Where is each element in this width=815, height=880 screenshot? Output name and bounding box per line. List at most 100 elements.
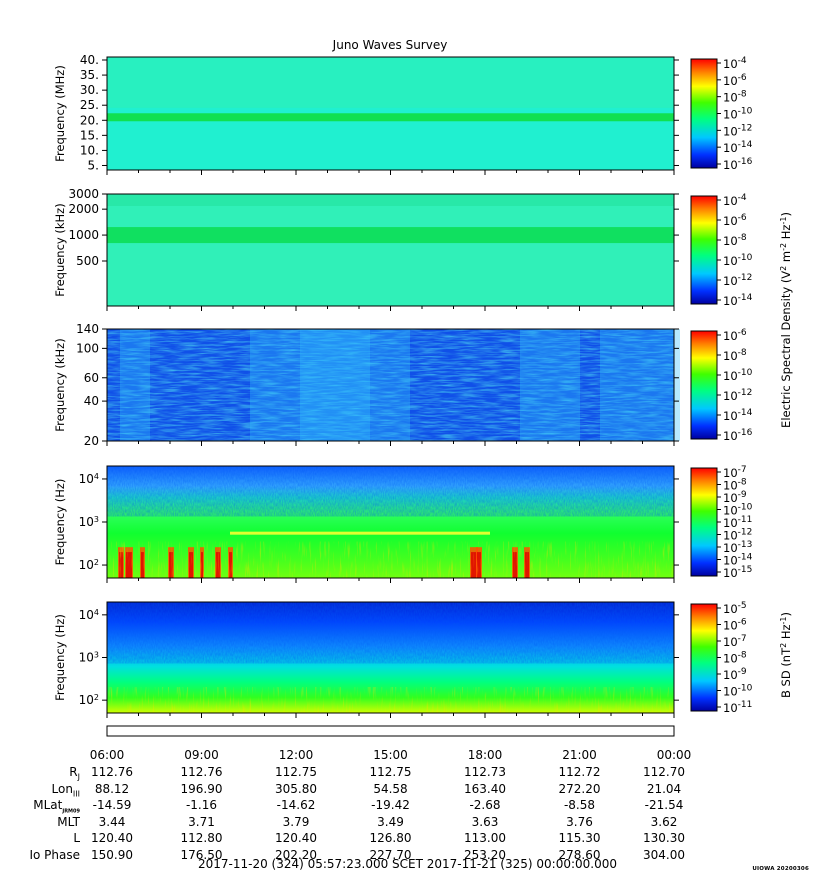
svg-text:Electric Spectral Density (V2: Electric Spectral Density (V2 m-2 Hz-1) <box>779 212 794 428</box>
colorbar-tick-label: 10-13 <box>723 540 752 555</box>
colorbar-label-bsd: B SD (nT2 Hz-1) <box>779 612 794 698</box>
ephemeris-value: 112.73 <box>464 765 506 779</box>
colorbar-tick-label: 10-14 <box>723 553 753 568</box>
time-tick-label: 15:00 <box>373 748 408 762</box>
y-tick-label: 104 <box>79 471 99 486</box>
ephemeris-value: 112.70 <box>643 765 685 779</box>
spectrogram-panel-1: 40.35.30.25.20.15.10.5. Frequency (MHz) 10… <box>53 53 753 175</box>
ephemeris-value: 126.80 <box>369 831 412 845</box>
ephemeris-row-label: L <box>73 831 80 845</box>
ephemeris-row-label: Io Phase <box>29 847 80 862</box>
y-tick-label: 60 <box>84 371 99 385</box>
colorbar-tick-label: 10-8 <box>723 233 747 248</box>
ephemeris-row-label: MLT <box>57 814 80 829</box>
colorbar-3: 10-6 10-8 10-10 10-12 10-14 10-16 <box>690 328 753 443</box>
ephemeris-value: 120.40 <box>275 831 317 845</box>
colorbar-tick-label: 10-4 <box>723 193 747 208</box>
colorbar-tick-label: 10-15 <box>723 565 752 580</box>
ephemeris-value: -14.59 <box>92 798 132 812</box>
y-tick-label: 102 <box>79 693 99 708</box>
ephemeris-value: 120.40 <box>91 831 133 845</box>
spectrogram-panel-3: 140 100 60 40 20 Frequency (kHz) 10-6 10-8 10-10… <box>53 322 753 448</box>
emission-band <box>107 227 674 244</box>
y-tick-label: 5. <box>88 158 99 172</box>
y-axis-label: Frequency (Hz) <box>53 614 67 701</box>
colorbar-tick-label: 10-6 <box>723 213 747 228</box>
time-tick-label: 09:00 <box>184 748 219 762</box>
ephemeris-row-label: MLatJRM09 <box>33 798 80 815</box>
y-axis-label: Frequency (kHz) <box>53 203 67 296</box>
y-tick-label: 30. <box>80 83 99 97</box>
y-tick-label: 2000 <box>68 202 99 216</box>
colorbar-tick-label: 10-7 <box>723 465 747 480</box>
ephemeris-value: 54.58 <box>373 781 408 796</box>
y-tick-label: 500 <box>76 254 99 268</box>
colorbar-tick-label: 10-16 <box>723 428 753 443</box>
ephemeris-value: 113.00 <box>464 831 506 845</box>
time-tick-label: 21:00 <box>562 748 597 762</box>
y-tick-label: 35. <box>80 68 99 82</box>
ephemeris-value: 163.40 <box>464 781 506 796</box>
y-tick-label: 103 <box>79 650 99 665</box>
y-tick-label: 40 <box>84 394 99 408</box>
ephemeris-value: 3.63 <box>471 814 499 829</box>
colorbar-tick-label: 10-6 <box>723 618 747 633</box>
y-tick-label: 104 <box>79 607 99 622</box>
y-tick-label: 100 <box>76 341 99 355</box>
time-tick-label: 06:00 <box>89 748 125 762</box>
ephemeris-value: 3.76 <box>566 814 593 829</box>
y-axis-label: Frequency (kHz) <box>53 338 67 431</box>
colorbar-tick-label: 10-4 <box>723 56 747 71</box>
ephemeris-value: 130.30 <box>643 831 685 845</box>
ephemeris-value: 305.80 <box>275 781 317 796</box>
ephemeris-value: 3.71 <box>188 814 215 829</box>
colorbar-tick-label: 10-8 <box>723 651 747 666</box>
colorbar-tick-label: 10-12 <box>723 123 752 138</box>
ephemeris-value: 112.76 <box>180 765 223 779</box>
ephemeris-value: 304.00 <box>643 847 685 862</box>
ephemeris-value: 115.30 <box>558 831 601 845</box>
colorbar-tick-label: 10-12 <box>723 273 752 288</box>
y-tick-label: 25. <box>80 98 99 112</box>
colorbar-tick-label: 10-11 <box>723 515 752 530</box>
ephemeris-value: 150.90 <box>91 847 133 862</box>
ephemeris-value: 112.75 <box>369 765 412 779</box>
scet-range: 2017-11-20 (324) 05:57:23.000 SCET 2017-… <box>197 857 618 871</box>
ephemeris-value: 88.12 <box>94 781 130 796</box>
colorbar-tick-label: 10-10 <box>723 503 753 518</box>
chart-title: Juno Waves Survey <box>332 38 448 52</box>
colorbar-tick-label: 10-9 <box>723 667 747 682</box>
colorbar-tick-label: 10-10 <box>723 107 753 122</box>
y-tick-label: 3000 <box>68 187 99 201</box>
emission-line <box>230 531 490 535</box>
ephemeris-value: 202.20 <box>275 847 317 862</box>
ephemeris-value: 112.72 <box>558 765 601 779</box>
ephemeris-value: 253.20 <box>464 847 506 862</box>
ephemeris-value: -21.54 <box>644 798 684 812</box>
ephemeris-value: 112.75 <box>275 765 317 779</box>
colorbar-tick-label: 10-6 <box>723 328 747 343</box>
colorbar-tick-label: 10-10 <box>723 253 753 268</box>
ephemeris-value: 3.44 <box>98 814 126 829</box>
colorbar-tick-label: 10-8 <box>723 478 747 493</box>
colorbar-tick-label: 10-12 <box>723 388 752 403</box>
svg-text:B SD (nT2 Hz-1): B SD (nT2 Hz-1) <box>779 612 794 698</box>
colorbar-tick-label: 10-10 <box>723 368 753 383</box>
ephemeris-value: -19.42 <box>371 798 410 812</box>
colorbar-tick-label: 10-14 <box>723 293 753 308</box>
colorbar-tick-label: 10-16 <box>723 157 753 172</box>
ephemeris-value: 112.76 <box>91 765 133 779</box>
ephemeris-value: 227.70 <box>369 847 412 862</box>
colorbar-label-electric: Electric Spectral Density (V2 m-2 Hz-1) <box>779 212 794 428</box>
y-tick-label: 10. <box>80 143 99 157</box>
y-tick-label: 103 <box>79 515 99 530</box>
colorbar-4: 10-710-810-910-1010-1110-1210-1310-1410-… <box>690 465 753 580</box>
y-axis-label: Frequency (Hz) <box>53 479 67 566</box>
colorbar-tick-label: 10-12 <box>723 528 752 543</box>
colorbar-tick-label: 10-10 <box>723 684 753 699</box>
colorbar-tick-label: 10-5 <box>723 601 747 616</box>
